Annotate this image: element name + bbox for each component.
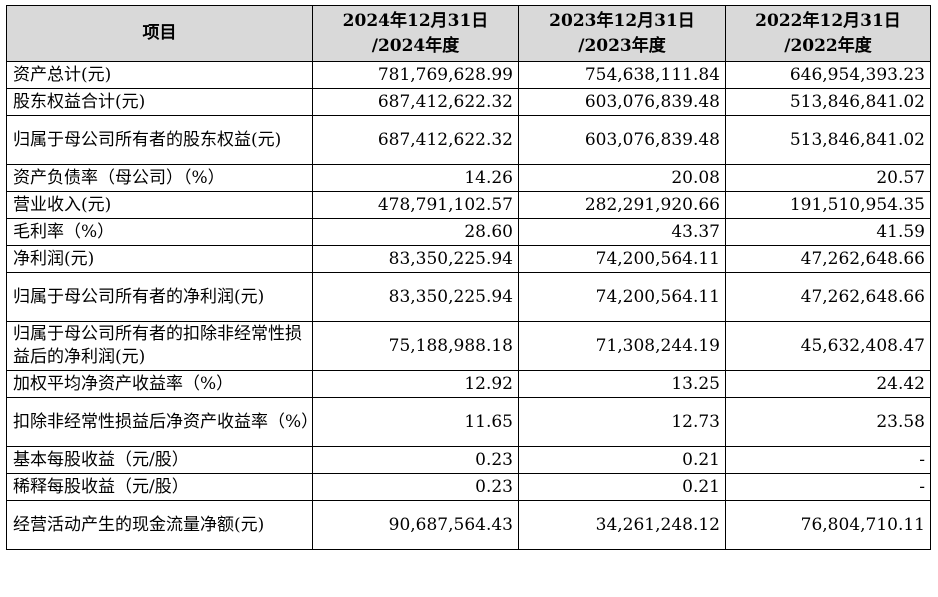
value-2022: 646,954,393.23 [725, 61, 931, 89]
header-2023: 2023年12月31日/2023年度 [518, 5, 726, 62]
value-2022: 47,262,648.66 [725, 272, 931, 322]
value-2023: 282,291,920.66 [518, 191, 726, 219]
value-2022: 20.57 [725, 164, 931, 192]
table-row: 基本每股收益（元/股） 0.23 0.21 - [6, 446, 931, 474]
value-2024: 28.60 [312, 218, 519, 246]
value-2024: 11.65 [312, 397, 519, 447]
value-2024: 90,687,564.43 [312, 500, 519, 550]
row-label: 归属于母公司所有者的净利润(元) [6, 272, 313, 322]
value-2024: 687,412,622.32 [312, 88, 519, 116]
row-label: 毛利率（%） [6, 218, 313, 246]
row-label: 资产总计(元) [6, 61, 313, 89]
row-label: 加权平均净资产收益率（%） [6, 370, 313, 398]
table-row: 经营活动产生的现金流量净额(元) 90,687,564.43 34,261,24… [6, 500, 931, 550]
table-row: 加权平均净资产收益率（%） 12.92 13.25 24.42 [6, 370, 931, 398]
header-item: 项目 [6, 5, 313, 62]
table-row: 归属于母公司所有者的股东权益(元) 687,412,622.32 603,076… [6, 115, 931, 165]
value-2023: 754,638,111.84 [518, 61, 726, 89]
table-row: 毛利率（%） 28.60 43.37 41.59 [6, 218, 931, 246]
row-label: 扣除非经常性损益后净资产收益率（%） [6, 397, 318, 447]
value-2022: 513,846,841.02 [725, 115, 931, 165]
value-2022: 47,262,648.66 [725, 245, 931, 273]
value-2024: 781,769,628.99 [312, 61, 519, 89]
financial-summary-table: 项目 2024年12月31日/2024年度 2023年12月31日/2023年度… [6, 5, 931, 550]
value-2023: 74,200,564.11 [518, 245, 726, 273]
value-2023: 20.08 [518, 164, 726, 192]
row-label: 净利润(元) [6, 245, 313, 273]
table-row: 股东权益合计(元) 687,412,622.32 603,076,839.48 … [6, 88, 931, 116]
value-2024: 12.92 [312, 370, 519, 398]
table-row: 扣除非经常性损益后净资产收益率（%） 11.65 12.73 23.58 [6, 397, 931, 447]
header-2024: 2024年12月31日/2024年度 [312, 5, 519, 62]
row-label: 资产负债率（母公司）（%） [6, 164, 313, 192]
table-row: 资产总计(元) 781,769,628.99 754,638,111.84 64… [6, 61, 931, 89]
value-2023: 603,076,839.48 [518, 115, 726, 165]
value-2023: 43.37 [518, 218, 726, 246]
table-row: 资产负债率（母公司）（%） 14.26 20.08 20.57 [6, 164, 931, 192]
value-2023: 12.73 [518, 397, 726, 447]
value-2024: 83,350,225.94 [312, 245, 519, 273]
value-2022: 76,804,710.11 [725, 500, 931, 550]
row-label: 营业收入(元) [6, 191, 313, 219]
table-row: 营业收入(元) 478,791,102.57 282,291,920.66 19… [6, 191, 931, 219]
value-2023: 0.21 [518, 446, 726, 474]
value-2022: 191,510,954.35 [725, 191, 931, 219]
value-2024: 478,791,102.57 [312, 191, 519, 219]
header-row: 项目 2024年12月31日/2024年度 2023年12月31日/2023年度… [6, 5, 931, 62]
value-2024: 0.23 [312, 446, 519, 474]
table-row: 稀释每股收益（元/股） 0.23 0.21 - [6, 473, 931, 501]
header-2022: 2022年12月31日/2022年度 [725, 5, 931, 62]
value-2023: 13.25 [518, 370, 726, 398]
value-2023: 74,200,564.11 [518, 272, 726, 322]
value-2022: 24.42 [725, 370, 931, 398]
value-2023: 71,308,244.19 [518, 321, 726, 371]
value-2024: 687,412,622.32 [312, 115, 519, 165]
value-2022: - [725, 446, 931, 474]
row-label: 归属于母公司所有者的股东权益(元) [6, 115, 313, 165]
table-row: 净利润(元) 83,350,225.94 74,200,564.11 47,26… [6, 245, 931, 273]
table-row: 归属于母公司所有者的扣除非经常性损益后的净利润(元) 75,188,988.18… [6, 321, 931, 371]
value-2023: 603,076,839.48 [518, 88, 726, 116]
value-2023: 34,261,248.12 [518, 500, 726, 550]
value-2022: 45,632,408.47 [725, 321, 931, 371]
value-2022: 23.58 [725, 397, 931, 447]
value-2022: 513,846,841.02 [725, 88, 931, 116]
value-2022: - [725, 473, 931, 501]
value-2024: 14.26 [312, 164, 519, 192]
value-2024: 75,188,988.18 [312, 321, 519, 371]
table-row: 归属于母公司所有者的净利润(元) 83,350,225.94 74,200,56… [6, 272, 931, 322]
row-label: 股东权益合计(元) [6, 88, 313, 116]
row-label: 基本每股收益（元/股） [6, 446, 313, 474]
value-2023: 0.21 [518, 473, 726, 501]
row-label: 归属于母公司所有者的扣除非经常性损益后的净利润(元) [6, 321, 313, 371]
value-2024: 83,350,225.94 [312, 272, 519, 322]
row-label: 经营活动产生的现金流量净额(元) [6, 500, 313, 550]
value-2024: 0.23 [312, 473, 519, 501]
row-label: 稀释每股收益（元/股） [6, 473, 313, 501]
value-2022: 41.59 [725, 218, 931, 246]
